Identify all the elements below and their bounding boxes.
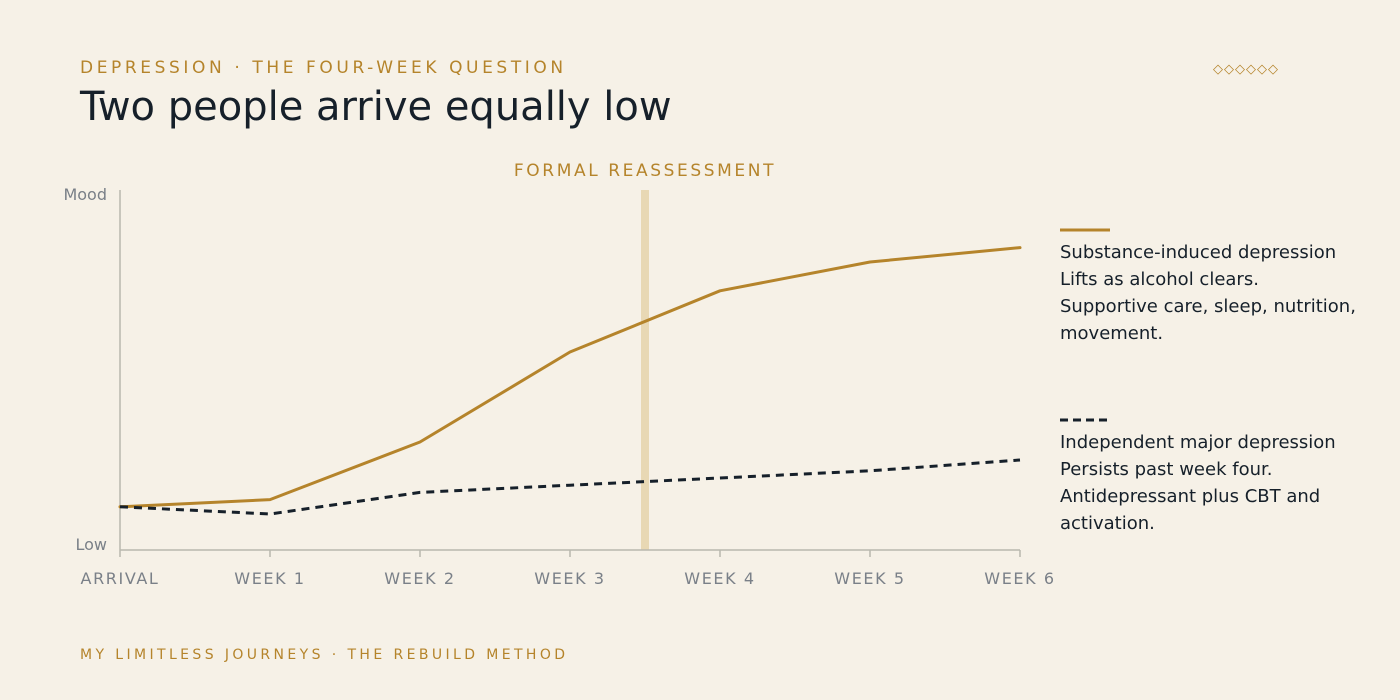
chart-eyebrow: DEPRESSION · THE FOUR-WEEK QUESTION (80, 58, 567, 78)
reassessment-label: FORMAL REASSESSMENT (514, 161, 776, 181)
y-axis-top-label: Mood (63, 185, 107, 204)
x-tick-label: WEEK 2 (384, 569, 455, 588)
legend-solid-line-icon (1060, 228, 1110, 232)
legend-series-name: Independent major depression (1060, 432, 1336, 453)
y-axis-bottom-label: Low (75, 535, 107, 554)
reassessment-band (641, 190, 649, 550)
legend-series-description: Persists past week four. Antidepressant … (1060, 459, 1321, 534)
x-tick-label: ARRIVAL (81, 569, 160, 588)
legend-series-description: Lifts as alcohol clears. Supportive care… (1060, 269, 1356, 344)
diamond-ornament-icon: ◇◇◇◇◇◇ (1213, 62, 1279, 77)
legend-series-name: Substance-induced depression (1060, 242, 1337, 263)
x-tick-label: WEEK 3 (534, 569, 605, 588)
x-tick-label: WEEK 4 (684, 569, 755, 588)
footer-credit: MY LIMITLESS JOURNEYS · THE REBUILD METH… (80, 647, 569, 663)
series-line-substance-induced (118, 246, 1022, 509)
x-tick-label: WEEK 1 (234, 569, 305, 588)
chart-title: Two people arrive equally low (80, 84, 672, 130)
legend-dashed-line-icon (1060, 418, 1110, 422)
x-tick-label: WEEK 5 (834, 569, 905, 588)
series-line-independent-major (119, 458, 1021, 516)
x-tick-label: WEEK 6 (984, 569, 1055, 588)
